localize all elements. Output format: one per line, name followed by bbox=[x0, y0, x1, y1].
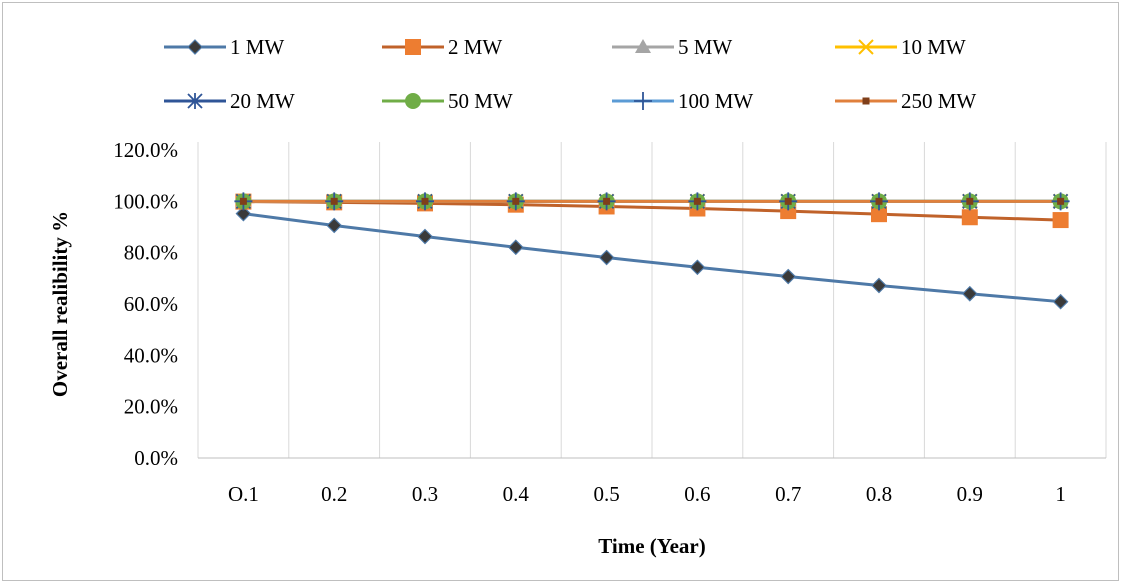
legend-marker bbox=[405, 39, 421, 55]
y-tick-label: 20.0% bbox=[124, 395, 178, 419]
series-line bbox=[243, 200, 1061, 222]
data-point bbox=[871, 277, 887, 294]
data-point bbox=[780, 268, 797, 285]
data-point bbox=[961, 285, 978, 302]
data-point bbox=[1057, 197, 1065, 205]
legend-marker bbox=[187, 39, 203, 55]
data-point bbox=[598, 249, 615, 266]
legend-marker bbox=[635, 39, 651, 53]
legend-label: 50 MW bbox=[448, 89, 513, 113]
x-axis-ticks: O.1 0.2 0.3 0.4 0.5 0.6 0.7 0.8 0.9 1 bbox=[228, 482, 1066, 506]
y-axis-title: Overall realibility % bbox=[48, 211, 72, 397]
legend-item: 50 MW bbox=[382, 89, 513, 113]
data-point bbox=[966, 197, 974, 205]
data-point bbox=[603, 197, 611, 205]
legend-item: 250 MW bbox=[835, 89, 976, 113]
data-point bbox=[326, 217, 343, 234]
data-point bbox=[784, 197, 792, 205]
legend-item: 10 MW bbox=[835, 35, 966, 59]
legend-marker bbox=[862, 97, 870, 105]
legend-label: 2 MW bbox=[448, 35, 502, 59]
legend-label: 1 MW bbox=[230, 35, 284, 59]
data-point bbox=[330, 197, 338, 205]
x-tick-label: O.1 bbox=[228, 482, 259, 506]
data-point bbox=[235, 205, 252, 222]
x-tick-label: 0.2 bbox=[321, 482, 347, 506]
data-point bbox=[1052, 293, 1069, 310]
legend-marker bbox=[858, 39, 874, 55]
x-tick-label: 0.5 bbox=[593, 482, 619, 506]
data-point bbox=[689, 259, 706, 276]
y-tick-label: 60.0% bbox=[124, 292, 178, 316]
y-tick-label: 100.0% bbox=[113, 189, 178, 213]
data-point bbox=[421, 197, 429, 205]
legend-label: 250 MW bbox=[901, 89, 976, 113]
series-markers bbox=[234, 192, 1070, 310]
series-lines bbox=[243, 199, 1061, 304]
legend-item: 100 MW bbox=[612, 89, 753, 113]
data-point bbox=[512, 197, 520, 205]
x-tick-label: 0.4 bbox=[503, 482, 530, 506]
legend: 1 MW 2 MW 5 MW 10 MW 20 MW 50 MW 100 MW 250 MW bbox=[164, 35, 976, 113]
y-tick-label: 0.0% bbox=[134, 446, 178, 470]
data-point bbox=[875, 197, 883, 205]
y-axis-ticks: 0.0% 20.0% 40.0% 60.0% 80.0% 100.0% 120.0% bbox=[113, 138, 178, 470]
data-point bbox=[239, 197, 247, 205]
x-tick-label: 0.6 bbox=[684, 482, 710, 506]
legend-item: 1 MW bbox=[164, 35, 284, 59]
legend-label: 20 MW bbox=[230, 89, 295, 113]
x-axis-title: Time (Year) bbox=[598, 534, 706, 558]
data-point bbox=[961, 209, 978, 226]
legend-marker bbox=[405, 93, 421, 109]
gridlines bbox=[197, 142, 1107, 458]
y-tick-label: 80.0% bbox=[124, 241, 178, 265]
legend-label: 5 MW bbox=[678, 35, 732, 59]
data-point bbox=[1052, 212, 1069, 229]
legend-item: 5 MW bbox=[612, 35, 732, 59]
x-tick-label: 0.8 bbox=[866, 482, 892, 506]
data-point bbox=[693, 197, 701, 205]
legend-marker bbox=[634, 92, 652, 110]
legend-label: 10 MW bbox=[901, 35, 966, 59]
x-tick-label: 0.3 bbox=[412, 482, 438, 506]
legend-item: 2 MW bbox=[382, 35, 502, 59]
data-point bbox=[417, 228, 433, 245]
x-tick-label: 0.7 bbox=[775, 482, 801, 506]
legend-label: 100 MW bbox=[678, 89, 753, 113]
x-tick-label: 0.9 bbox=[957, 482, 983, 506]
legend-marker bbox=[187, 93, 203, 109]
data-point bbox=[507, 239, 524, 256]
y-tick-label: 40.0% bbox=[124, 343, 178, 367]
x-tick-label: 1 bbox=[1055, 482, 1066, 506]
legend-item: 20 MW bbox=[164, 89, 295, 113]
y-tick-label: 120.0% bbox=[113, 138, 178, 162]
series-line bbox=[243, 212, 1061, 304]
